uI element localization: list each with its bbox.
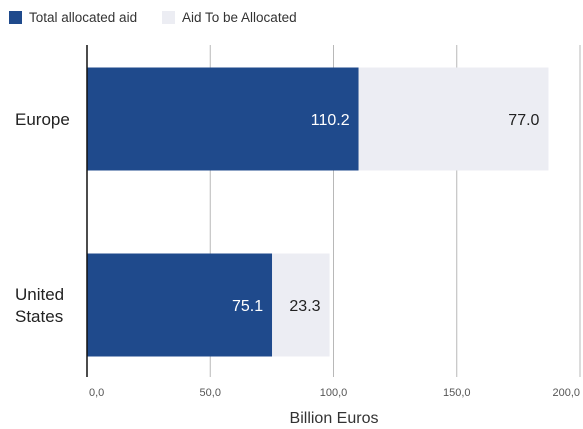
bar-value-label: 77.0 (508, 112, 539, 129)
category-label: Europe (15, 110, 70, 129)
legend-item: Total allocated aid (9, 10, 137, 25)
legend-item: Aid To be Allocated (162, 10, 297, 25)
x-tick-label: 150,0 (443, 387, 471, 399)
x-tick-label: 0,0 (89, 387, 104, 399)
x-axis-title: Billion Euros (290, 410, 379, 427)
legend-swatch (9, 11, 22, 24)
bar-value-label: 23.3 (289, 298, 320, 315)
bar (272, 253, 330, 357)
bar-value-label: 110.2 (311, 112, 350, 129)
legend: Total allocated aid Aid To be Allocated (9, 10, 297, 25)
x-tick-label: 100,0 (320, 387, 348, 399)
category-label: United States (15, 285, 64, 326)
x-tick-labels: 0,0 50,0 100,0 150,0 200,0 (89, 387, 580, 399)
x-tick-label: 200,0 (552, 387, 580, 399)
bar (358, 67, 549, 171)
legend-label: Aid To be Allocated (182, 10, 297, 25)
x-tick-label: 50,0 (200, 387, 221, 399)
bar-value-label: 75.1 (232, 298, 263, 315)
bar (87, 253, 273, 357)
legend-label: Total allocated aid (29, 10, 137, 25)
bars: 110.2 77.0 75.1 23.3 (87, 67, 549, 357)
category-labels: Europe United States (15, 110, 70, 326)
legend-swatch (162, 11, 175, 24)
bar (87, 67, 359, 171)
